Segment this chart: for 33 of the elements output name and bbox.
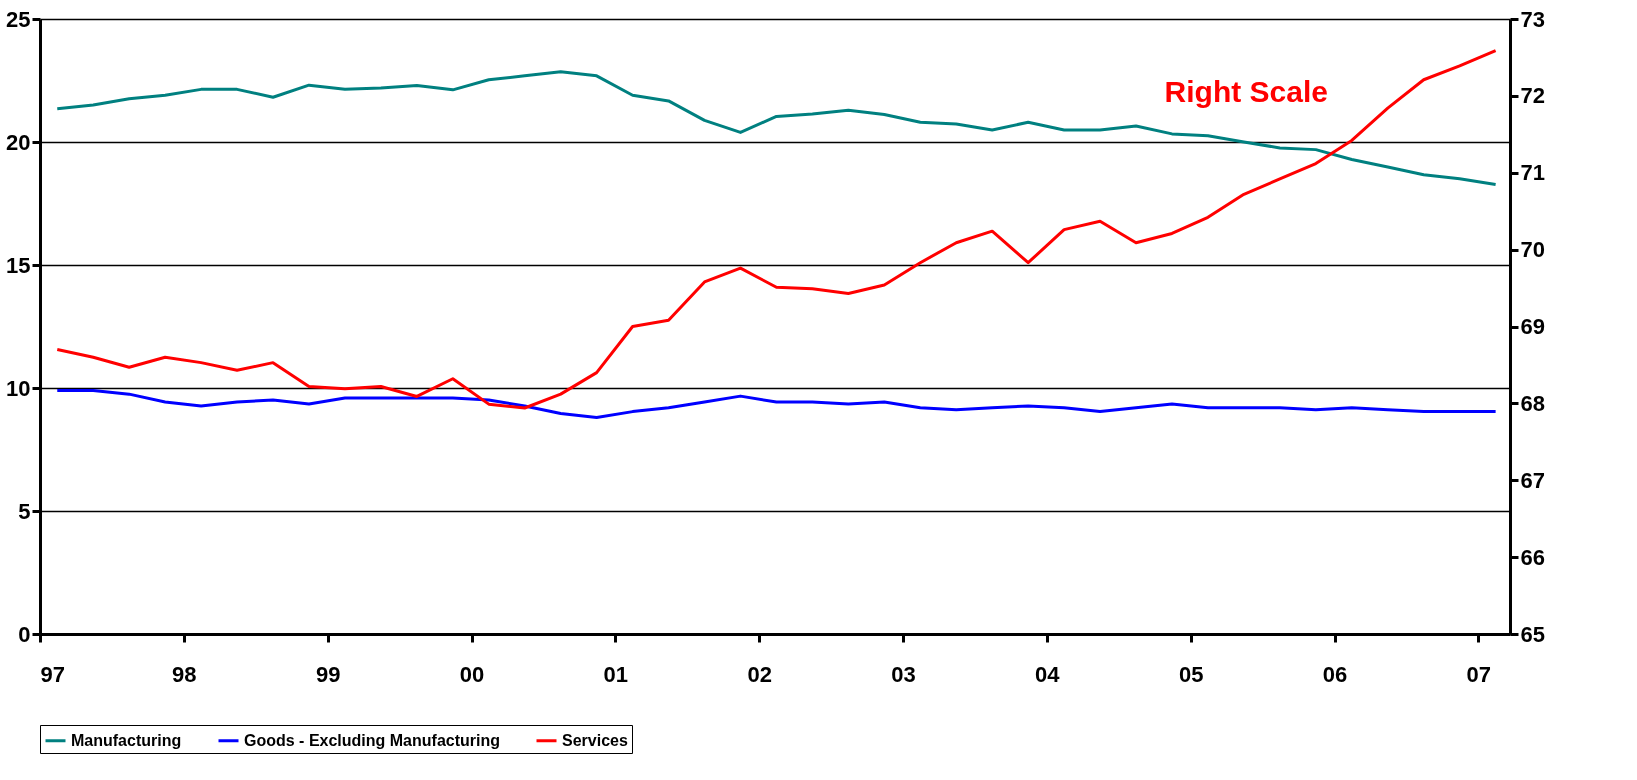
y-tick-label: 25 bbox=[6, 6, 31, 32]
x-tick-label: 97 bbox=[40, 661, 65, 687]
line-series bbox=[55, 70, 1498, 187]
legend-label: Manufacturing bbox=[71, 731, 182, 749]
y2-tick-label: 69 bbox=[1520, 314, 1545, 339]
annotation: Right Scale bbox=[1164, 74, 1328, 108]
y-tick-label: 20 bbox=[6, 129, 31, 155]
x-tick-label: 99 bbox=[315, 661, 341, 687]
y-tick-label: 15 bbox=[6, 252, 31, 278]
x-tick-label: 01 bbox=[603, 661, 629, 687]
x-tick-label: 06 bbox=[1322, 661, 1348, 687]
x-tick-label: 07 bbox=[1466, 661, 1492, 687]
line-series bbox=[55, 388, 1498, 420]
y-tick-label: 5 bbox=[18, 498, 31, 524]
y2-tick-label: 71 bbox=[1520, 160, 1545, 186]
y2-tick-label: 70 bbox=[1520, 237, 1545, 263]
x-tick-label: 05 bbox=[1178, 661, 1204, 687]
y2-tick-label: 72 bbox=[1520, 83, 1545, 109]
y2-tick-label: 66 bbox=[1520, 544, 1545, 570]
y2-tick-label: 67 bbox=[1520, 467, 1545, 493]
legend-label: Services bbox=[562, 731, 628, 749]
x-tick-label: 02 bbox=[747, 661, 772, 687]
y2-tick-label: 68 bbox=[1520, 390, 1545, 416]
y-tick-label: 10 bbox=[6, 375, 31, 401]
x-tick-label: 00 bbox=[459, 661, 485, 687]
x-tick-label: 04 bbox=[1035, 661, 1061, 687]
y2-tick-label: 73 bbox=[1520, 6, 1545, 32]
line-series bbox=[55, 49, 1498, 410]
x-tick-label: 03 bbox=[891, 661, 916, 687]
x-tick-label: 98 bbox=[172, 661, 197, 687]
y-tick-label: 0 bbox=[18, 621, 31, 647]
legend-label: Goods - Excluding Manufacturing bbox=[244, 731, 500, 749]
y2-tick-label: 65 bbox=[1520, 621, 1545, 647]
